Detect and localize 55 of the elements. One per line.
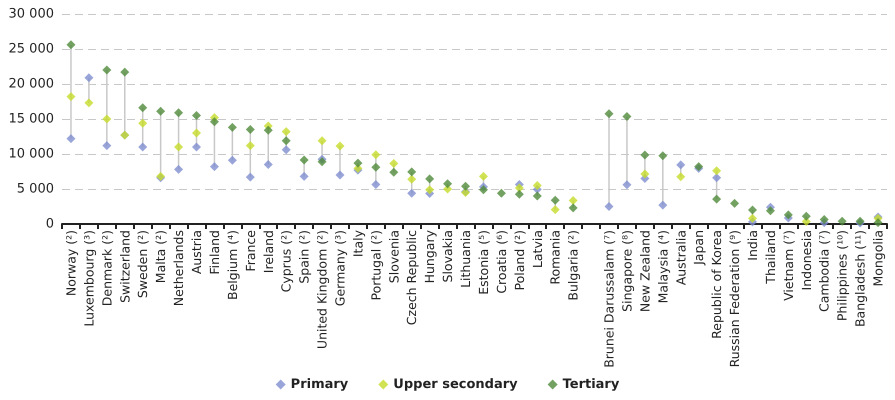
x-tick-label: Russian Federation (⁹) bbox=[727, 230, 742, 368]
x-tick-label: Bangladesh (¹¹) bbox=[852, 230, 868, 328]
x-tick-label: Norway (²) bbox=[63, 230, 78, 296]
x-tick-label: United Kingdom (²) bbox=[314, 230, 330, 350]
x-tick-label: Indonesia bbox=[798, 230, 814, 290]
x-tick-label: Sweden (²) bbox=[135, 230, 150, 298]
x-tick-label: Cyprus (²) bbox=[278, 230, 294, 292]
x-tick-label: Germany (³) bbox=[332, 230, 348, 306]
x-tick-label: Slovenia bbox=[386, 230, 402, 284]
legend-label: Primary bbox=[290, 377, 349, 392]
x-tick-label: France bbox=[242, 230, 258, 272]
x-tick-label: Croatia (⁶) bbox=[494, 230, 509, 294]
x-tick-label: Slovakia bbox=[440, 230, 456, 282]
x-tick-label: Estonia (⁵) bbox=[476, 230, 491, 295]
x-tick-label: Philippines (¹⁰) bbox=[834, 230, 850, 322]
x-tick-label: Portugal (²) bbox=[368, 230, 384, 301]
x-tick-label: Japan bbox=[691, 230, 706, 266]
x-tick-label: Cambodia (⁷) bbox=[816, 230, 832, 312]
x-tick-label: India bbox=[744, 230, 760, 261]
x-tick-label: Poland (²) bbox=[512, 230, 527, 290]
y-tick-label: 5 000 bbox=[16, 182, 54, 196]
x-tick-label: Lithuania bbox=[458, 230, 474, 288]
x-tick-label: Denmark (²) bbox=[99, 230, 114, 306]
x-tick-label: New Zealand bbox=[637, 230, 652, 312]
y-tick-label: 20 000 bbox=[8, 76, 54, 92]
x-tick-label: Republic of Korea bbox=[709, 230, 724, 339]
x-tick-label: Thailand bbox=[762, 230, 778, 285]
x-tick-label: Hungary bbox=[422, 229, 438, 284]
x-tick-label: Luxembourg (³) bbox=[81, 230, 96, 327]
x-tick-label: Vietnam (⁷) bbox=[780, 230, 796, 301]
x-tick-label: Latvia bbox=[530, 230, 545, 268]
x-tick-label: Malta (²) bbox=[153, 230, 168, 284]
x-tick-label: Switzerland bbox=[117, 230, 132, 303]
x-tick-label: Ireland bbox=[260, 230, 276, 274]
y-tick-label: 15 000 bbox=[8, 112, 54, 126]
x-tick-label: Spain (²) bbox=[296, 230, 312, 284]
y-tick-label: 30 000 bbox=[8, 6, 54, 22]
legend-label: Tertiary bbox=[562, 377, 620, 392]
y-tick-label: 10 000 bbox=[8, 146, 54, 162]
x-tick-label: Singapore (⁸) bbox=[619, 230, 634, 312]
x-tick-label: Romania bbox=[548, 230, 563, 285]
x-tick-label: Italy bbox=[350, 229, 366, 258]
x-tick-label: Finland bbox=[206, 230, 222, 275]
x-tick-label: Czech Republic bbox=[404, 230, 420, 326]
legend-label: Upper secondary bbox=[393, 377, 518, 392]
x-tick-label: Brunei Darussalam (⁷) bbox=[602, 230, 617, 368]
x-tick-label: Australia bbox=[673, 230, 688, 286]
x-tick-label: Netherlands bbox=[171, 230, 186, 306]
x-tick-label: Bulgaria (²) bbox=[566, 230, 581, 301]
x-tick-label: Belgium (⁴) bbox=[224, 230, 240, 300]
y-tick-label: 0 bbox=[46, 216, 54, 232]
x-tick-label: Mongolia bbox=[870, 230, 886, 287]
x-tick-label: Austria bbox=[189, 230, 204, 274]
y-tick-label: 25 000 bbox=[8, 42, 54, 56]
x-tick-label: Malaysia (⁴) bbox=[655, 230, 670, 304]
